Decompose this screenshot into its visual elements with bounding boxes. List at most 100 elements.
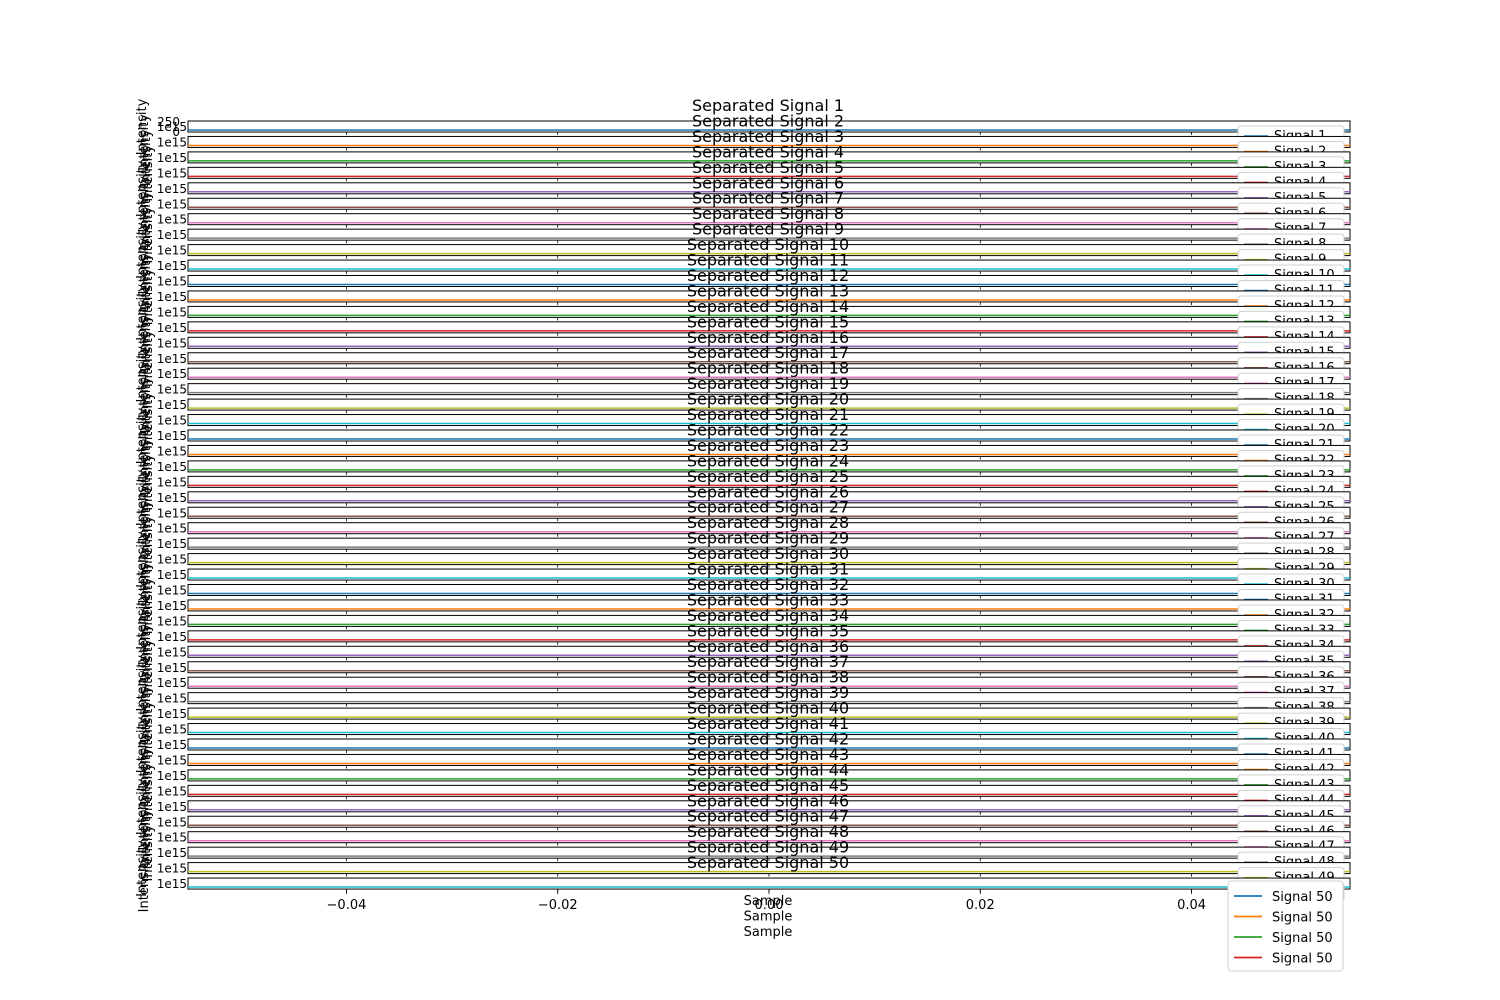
offset-text: 1e15	[157, 321, 187, 335]
offset-text: 1e15	[157, 584, 187, 598]
y-axis-label: Intensity	[137, 794, 152, 851]
offset-text: 1e15	[157, 831, 187, 845]
final-legend-label: Signal 50	[1272, 952, 1333, 967]
y-axis-label: Intensity	[137, 546, 152, 603]
y-axis-label: Intensity	[141, 454, 156, 511]
offset-text: 1e15	[157, 645, 187, 659]
y-axis-label: Intensity	[135, 655, 150, 712]
y-axis-label: Intensity	[135, 346, 150, 403]
panel-title: Separated Signal 38	[687, 668, 849, 687]
y-axis-label: Intensity	[139, 253, 154, 310]
y-tick-label: 0	[172, 125, 180, 139]
y-axis-label: Intensity	[135, 160, 150, 217]
panel-title: Separated Signal 18	[687, 359, 849, 378]
y-axis-label: Intensity	[139, 438, 154, 495]
y-axis-label: Intensity	[135, 98, 150, 155]
y-axis-label: Intensity	[139, 129, 154, 186]
y-axis-label: Intensity	[141, 701, 156, 758]
y-axis-label: Intensity	[135, 840, 150, 897]
y-axis-label: Intensity	[139, 500, 154, 557]
offset-text: 1e15	[157, 151, 187, 165]
offset-text: 1e15	[157, 537, 187, 551]
offset-text: 1e15	[157, 383, 187, 397]
panel-title: Separated Signal 49	[687, 838, 849, 857]
panel-title: Separated Signal 32	[687, 575, 849, 594]
offset-text: 1e15	[157, 429, 187, 443]
offset-text: 1e15	[157, 738, 187, 752]
panel-title: Separated Signal 10	[687, 235, 849, 254]
y-axis-label: Intensity	[135, 593, 150, 650]
y-axis-label: Intensity	[141, 639, 156, 696]
panel-title: Separated Signal 31	[687, 560, 849, 579]
offset-text: 1e15	[157, 305, 187, 319]
y-axis-label: Intensity	[137, 176, 152, 233]
offset-text: 1e15	[157, 661, 187, 675]
y-axis-label: Intensity	[139, 624, 154, 681]
offset-text: 1e15	[157, 290, 187, 304]
offset-text: 1e15	[157, 135, 187, 149]
y-axis-label: Intensity	[141, 516, 156, 573]
offset-text: 1e15	[157, 352, 187, 366]
offset-text: 1e15	[157, 336, 187, 350]
panel-title: Separated Signal 40	[687, 699, 849, 718]
panel-title: Separated Signal 21	[687, 405, 849, 424]
final-legend-frame	[1227, 880, 1344, 972]
panel-title: Separated Signal 8	[692, 204, 844, 223]
y-axis-label: Intensity	[137, 361, 152, 418]
panel-title: Separated Signal 23	[687, 436, 849, 455]
y-axis-label: Intensity	[135, 469, 150, 526]
y-axis-label: Intensity	[137, 114, 152, 171]
panel-title: Separated Signal 15	[687, 312, 849, 331]
offset-text: 1e15	[157, 599, 187, 613]
y-axis-label: Intensity	[139, 686, 154, 743]
y-axis-label: Intensity	[137, 608, 152, 665]
panel-title: Separated Signal 24	[687, 451, 849, 470]
y-axis-label: Intensity	[137, 423, 152, 480]
y-axis-label: Intensity	[141, 268, 156, 325]
offset-text: 1e15	[157, 244, 187, 258]
panel-title: Separated Signal 11	[687, 251, 849, 270]
offset-text: 1e15	[157, 166, 187, 180]
y-axis-label: Intensity	[139, 562, 154, 619]
panel-title: Separated Signal 27	[687, 498, 849, 517]
y-axis-label: Intensity	[135, 407, 150, 464]
panel-title: Separated Signal 3	[692, 127, 844, 146]
x-tick-label: 0.02	[966, 898, 995, 913]
y-axis-label: Intensity	[137, 670, 152, 727]
offset-text: 1e15	[157, 815, 187, 829]
panel-title: Separated Signal 33	[687, 590, 849, 609]
y-axis-label: Intensity	[139, 191, 154, 248]
offset-text: 1e15	[157, 197, 187, 211]
panel-title: Separated Signal 29	[687, 529, 849, 548]
panel-title: Separated Signal 26	[687, 482, 849, 501]
offset-text: 1e15	[157, 460, 187, 474]
offset-text: 1e15	[157, 862, 187, 876]
offset-text: 1e15	[157, 630, 187, 644]
offset-text: 1e15	[157, 676, 187, 690]
x-axis-label: Sample	[744, 910, 793, 925]
panel-title: Separated Signal 39	[687, 683, 849, 702]
offset-text: 1e15	[157, 491, 187, 505]
offset-text: 1e15	[157, 475, 187, 489]
offset-text: 1e15	[157, 506, 187, 520]
panel-title: Separated Signal 5	[692, 158, 844, 177]
y-axis-label: Intensity	[135, 778, 150, 835]
offset-text: 1e15	[157, 213, 187, 227]
panel-title: Separated Signal 14	[687, 297, 849, 316]
y-axis-label: Intensity	[135, 284, 150, 341]
y-axis-label: Intensity	[141, 330, 156, 387]
x-axis-label: Sample	[744, 894, 793, 909]
panel-title: Separated Signal 30	[687, 544, 849, 563]
y-axis-label: Intensity	[137, 237, 152, 294]
offset-text: 1e15	[157, 182, 187, 196]
x-tick-label: −0.04	[327, 898, 367, 913]
